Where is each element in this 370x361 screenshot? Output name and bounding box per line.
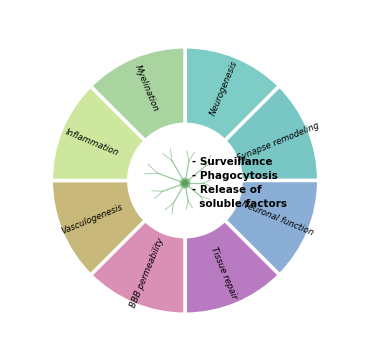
Text: Neuronal function: Neuronal function bbox=[240, 200, 315, 238]
Wedge shape bbox=[185, 220, 280, 314]
Circle shape bbox=[180, 178, 190, 188]
Text: - Surveillance
- Phagocytosis
- Release of
  soluble factors: - Surveillance - Phagocytosis - Release … bbox=[192, 157, 287, 209]
Circle shape bbox=[129, 124, 241, 237]
Wedge shape bbox=[185, 47, 280, 141]
Wedge shape bbox=[225, 180, 319, 275]
Text: Vasculogenesis: Vasculogenesis bbox=[60, 202, 125, 236]
Wedge shape bbox=[51, 180, 145, 275]
Text: Tissue repair: Tissue repair bbox=[209, 246, 238, 300]
Wedge shape bbox=[90, 47, 185, 141]
Text: Inflammation: Inflammation bbox=[64, 127, 121, 157]
Wedge shape bbox=[51, 86, 145, 180]
Circle shape bbox=[182, 180, 188, 186]
Text: BBB permeability: BBB permeability bbox=[128, 237, 165, 309]
Text: Neurogenesis: Neurogenesis bbox=[208, 59, 239, 117]
Text: Synapse remodeling: Synapse remodeling bbox=[235, 121, 320, 163]
Text: Myelination: Myelination bbox=[133, 63, 160, 113]
Wedge shape bbox=[225, 86, 319, 180]
Wedge shape bbox=[90, 220, 185, 314]
